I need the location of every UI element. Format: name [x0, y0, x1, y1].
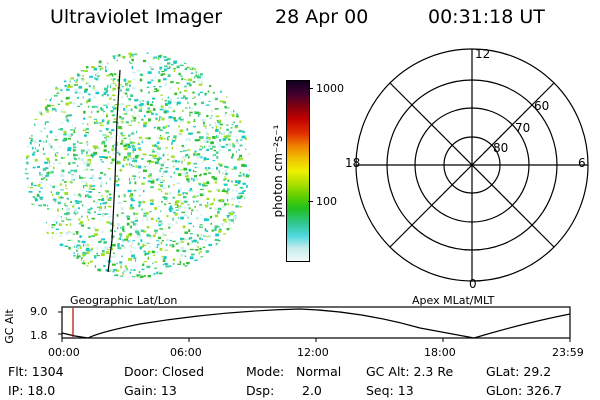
xtick-label-2: 12:00 [297, 346, 329, 359]
date-label: 28 Apr 00 [275, 6, 369, 28]
polar-mlt-dial: 12 18 6 0 60 70 80 [345, 48, 589, 291]
xtick-label-0: 00:00 [48, 346, 80, 359]
colorbar [286, 80, 310, 262]
status-dsp-value: 2.0 [302, 383, 322, 398]
altitude-plot [58, 306, 571, 342]
altitude-ytick-low: 1.8 [30, 329, 48, 342]
xtick-label-4: 23:59 [552, 346, 584, 359]
mlt-label-left: 18 [345, 156, 360, 170]
lat-label-60: 60 [534, 99, 549, 113]
colorbar-tick-1000: 1000 [316, 82, 344, 95]
right-panel-label: Apex MLat/MLT [412, 294, 495, 307]
status-dsp-label: Dsp: [246, 383, 275, 398]
status-glon: GLon: 326.7 [486, 383, 562, 398]
status-flight: Flt: 1304 [8, 364, 64, 379]
status-seq: Seq: 13 [366, 383, 414, 398]
mlt-label-bottom: 0 [469, 277, 477, 291]
instrument-title: Ultraviolet Imager [50, 6, 223, 28]
colorbar-tick-100: 100 [316, 195, 337, 208]
status-glat: GLat: 29.2 [486, 364, 552, 379]
status-door: Door: Closed [124, 364, 205, 379]
uv-speckle-field [24, 52, 250, 278]
lat-label-80: 80 [493, 141, 508, 155]
mlt-label-top: 12 [475, 48, 490, 61]
altitude-curve [61, 308, 571, 339]
status-gain: Gain: 13 [124, 383, 177, 398]
terminator-line [107, 69, 121, 273]
lat-label-70: 70 [515, 121, 530, 135]
xtick-label-1: 06:00 [170, 346, 202, 359]
colorbar-unit-label: photon cm⁻²s⁻¹ [271, 124, 285, 218]
uv-image-panel [24, 52, 250, 278]
altitude-ytick-high: 9.0 [30, 305, 48, 318]
status-gc-alt: GC Alt: 2.3 Re [366, 364, 454, 379]
altitude-plot-frame [61, 306, 571, 339]
meridian-diag-2 [389, 82, 555, 248]
left-panel-label: Geographic Lat/Lon [70, 294, 178, 307]
time-label: 00:31:18 UT [428, 6, 545, 28]
status-mode-value: Normal [296, 364, 342, 379]
status-mode-label: Mode: [246, 364, 285, 379]
status-ip: IP: 18.0 [8, 383, 56, 398]
mlt-label-right: 6 [578, 156, 586, 170]
xtick-label-3: 18:00 [424, 346, 456, 359]
colorbar-gradient [287, 81, 309, 261]
